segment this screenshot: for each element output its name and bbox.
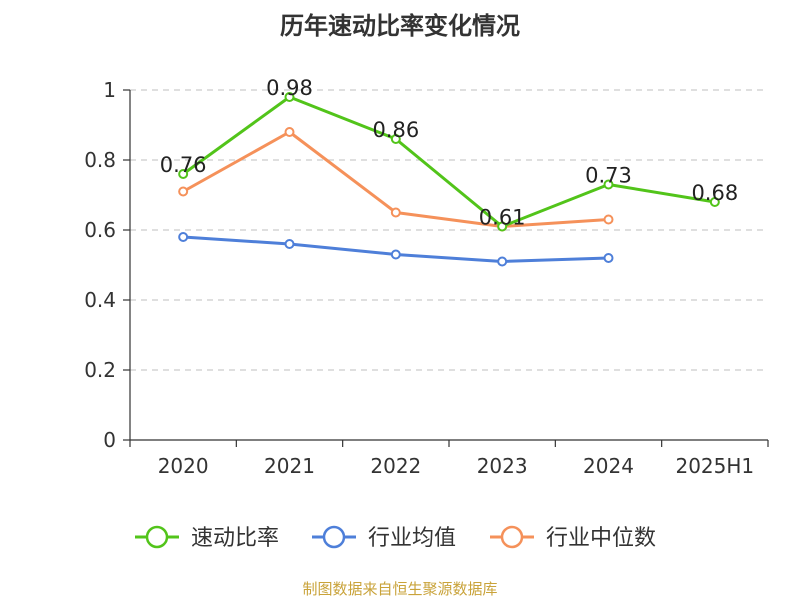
axes: 0 0.2 0.4 0.6 0.8 1 2020 2021 2022 2023 2024 2025H1 (84, 78, 769, 478)
data-label: 0.61 (479, 206, 526, 230)
data-point (603, 179, 614, 190)
legend: 速动比率 行业均值 行业中位数 (135, 525, 656, 551)
legend-swatch-marker (500, 525, 524, 549)
data-point (390, 134, 401, 144)
y-tick-label: 0.2 (84, 358, 116, 382)
data-label: 0.68 (691, 181, 738, 205)
data-point (178, 186, 189, 197)
y-tick-label: 1 (103, 78, 116, 102)
x-tick-label: 2021 (264, 454, 315, 478)
data-point (284, 127, 295, 137)
data-label: 0.98 (266, 76, 313, 100)
data-point (178, 232, 189, 242)
legend-label: 行业中位数 (546, 526, 656, 551)
x-tick-label: 2020 (158, 454, 209, 478)
data-point (284, 239, 295, 249)
legend-label: 速动比率 (191, 526, 279, 551)
legend-label: 行业均值 (368, 526, 456, 551)
y-tick-label: 0.4 (84, 288, 116, 312)
series-lines (178, 92, 720, 267)
legend-swatch-marker (145, 525, 169, 549)
data-point (603, 214, 614, 225)
data-point (284, 92, 295, 102)
x-tick-label: 2025H1 (675, 454, 754, 478)
x-tick-label: 2024 (583, 454, 634, 478)
data-point (497, 256, 508, 267)
data-point (709, 197, 720, 207)
chart-title: 历年速动比率变化情况 (280, 12, 520, 40)
x-tick-label: 2023 (477, 454, 528, 478)
y-tick-label: 0.6 (84, 218, 116, 242)
x-tick-label: 2022 (370, 454, 421, 478)
data-point (497, 221, 508, 232)
grid (130, 89, 768, 371)
data-point (390, 249, 401, 260)
data-label: 0.76 (160, 153, 207, 177)
data-point (390, 207, 401, 218)
series-line (181, 95, 717, 228)
data-point (603, 253, 614, 263)
legend-swatch-marker (322, 525, 346, 549)
y-tick-label: 0 (103, 428, 116, 452)
y-tick-label: 0.8 (84, 148, 116, 172)
data-point (178, 169, 189, 179)
data-label: 0.73 (585, 164, 632, 188)
data-label: 0.86 (372, 118, 419, 142)
data-labels: 0.76 0.98 0.86 0.61 0.73 0.68 (160, 76, 738, 230)
source-note: 制图数据来自恒生聚源数据库 (302, 580, 497, 598)
